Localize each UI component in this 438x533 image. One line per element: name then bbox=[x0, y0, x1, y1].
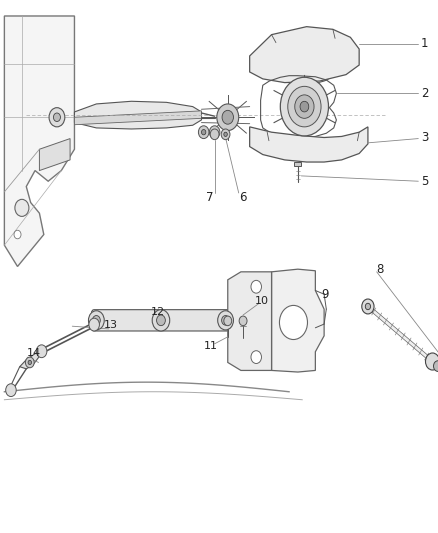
Circle shape bbox=[224, 132, 227, 136]
Circle shape bbox=[222, 316, 230, 325]
Circle shape bbox=[434, 361, 438, 372]
Circle shape bbox=[425, 353, 438, 370]
Circle shape bbox=[14, 230, 21, 239]
Circle shape bbox=[198, 126, 209, 139]
Circle shape bbox=[36, 345, 47, 358]
Circle shape bbox=[239, 316, 247, 326]
Circle shape bbox=[217, 104, 239, 131]
Text: 7: 7 bbox=[205, 191, 213, 204]
Circle shape bbox=[218, 311, 233, 330]
Circle shape bbox=[25, 357, 34, 368]
Polygon shape bbox=[294, 162, 301, 166]
Circle shape bbox=[88, 311, 104, 330]
Circle shape bbox=[362, 299, 374, 314]
Text: 1: 1 bbox=[421, 37, 429, 50]
Polygon shape bbox=[250, 27, 359, 83]
Circle shape bbox=[28, 360, 32, 365]
Polygon shape bbox=[250, 127, 368, 162]
Polygon shape bbox=[272, 269, 324, 372]
Text: 13: 13 bbox=[104, 320, 118, 330]
Polygon shape bbox=[4, 16, 74, 266]
Circle shape bbox=[210, 129, 219, 140]
Text: 5: 5 bbox=[421, 175, 428, 188]
Text: 12: 12 bbox=[151, 307, 165, 317]
Circle shape bbox=[53, 113, 60, 122]
Circle shape bbox=[15, 199, 29, 216]
Text: 11: 11 bbox=[204, 342, 218, 351]
Polygon shape bbox=[228, 272, 272, 370]
Circle shape bbox=[212, 130, 217, 135]
Circle shape bbox=[280, 77, 328, 136]
Text: 6: 6 bbox=[239, 191, 247, 204]
Polygon shape bbox=[20, 349, 42, 369]
Text: 2: 2 bbox=[421, 87, 429, 100]
Polygon shape bbox=[74, 101, 201, 129]
Circle shape bbox=[224, 316, 232, 326]
Circle shape bbox=[89, 318, 99, 331]
Circle shape bbox=[288, 86, 321, 127]
Circle shape bbox=[251, 280, 261, 293]
Circle shape bbox=[300, 101, 309, 112]
Circle shape bbox=[152, 310, 170, 331]
Circle shape bbox=[222, 110, 233, 124]
Circle shape bbox=[49, 108, 65, 127]
Circle shape bbox=[251, 351, 261, 364]
Text: 9: 9 bbox=[321, 288, 329, 301]
Text: 10: 10 bbox=[254, 296, 268, 306]
Circle shape bbox=[6, 384, 16, 397]
Text: 8: 8 bbox=[377, 263, 384, 276]
Polygon shape bbox=[39, 139, 70, 171]
Polygon shape bbox=[74, 111, 201, 125]
Text: 14: 14 bbox=[27, 348, 41, 358]
Text: 3: 3 bbox=[421, 131, 428, 144]
Circle shape bbox=[92, 316, 100, 325]
Circle shape bbox=[221, 129, 230, 140]
Circle shape bbox=[279, 305, 307, 340]
Circle shape bbox=[201, 130, 206, 135]
FancyBboxPatch shape bbox=[92, 310, 230, 331]
Circle shape bbox=[295, 95, 314, 118]
Circle shape bbox=[209, 126, 220, 139]
Circle shape bbox=[157, 315, 166, 326]
Circle shape bbox=[365, 303, 371, 310]
